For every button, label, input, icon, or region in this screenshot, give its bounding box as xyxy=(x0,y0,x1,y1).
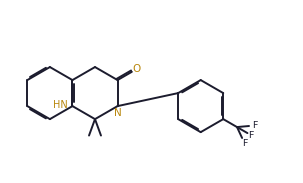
Text: O: O xyxy=(132,64,140,74)
Text: F: F xyxy=(242,139,247,148)
Text: F: F xyxy=(252,121,258,130)
Text: N: N xyxy=(114,108,122,118)
Text: HN: HN xyxy=(53,100,68,109)
Text: F: F xyxy=(248,131,254,140)
